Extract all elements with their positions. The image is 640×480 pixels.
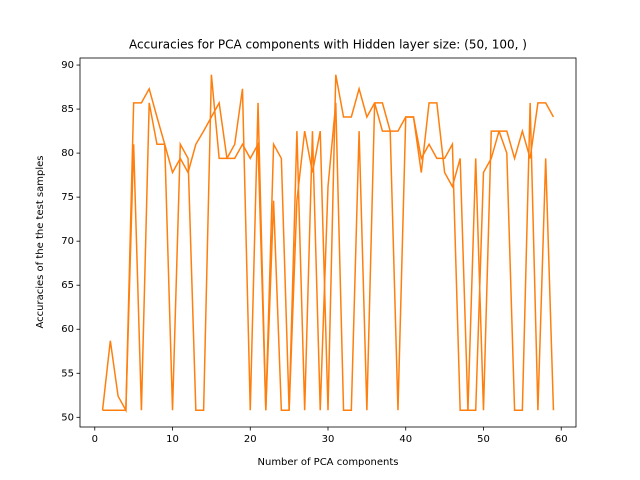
x-tick-label: 40 bbox=[399, 434, 412, 445]
x-tick-label: 0 bbox=[92, 434, 98, 445]
x-tick-label: 50 bbox=[477, 434, 490, 445]
plot-frame bbox=[79, 57, 577, 428]
y-tick-label: 80 bbox=[61, 148, 74, 159]
y-tick-label: 55 bbox=[61, 368, 74, 379]
x-tick-label: 20 bbox=[244, 434, 257, 445]
x-tick-label: 30 bbox=[322, 434, 335, 445]
series-line bbox=[102, 74, 555, 412]
y-tick-label: 75 bbox=[61, 192, 74, 203]
y-axis-label: Accuracies of the the test samples bbox=[35, 155, 46, 328]
x-tick-label: 10 bbox=[166, 434, 179, 445]
x-axis-label: Number of PCA components bbox=[258, 457, 399, 468]
x-tick-label: 60 bbox=[555, 434, 568, 445]
y-tick-label: 50 bbox=[61, 412, 74, 423]
y-tick-label: 90 bbox=[61, 60, 74, 71]
y-tick-label: 60 bbox=[61, 324, 74, 335]
y-tick-label: 65 bbox=[61, 280, 74, 291]
y-tick-label: 70 bbox=[61, 236, 74, 247]
series-line bbox=[101, 74, 555, 414]
chart-title: Accuracies for PCA components with Hidde… bbox=[129, 38, 527, 52]
y-tick-label: 85 bbox=[61, 104, 74, 115]
